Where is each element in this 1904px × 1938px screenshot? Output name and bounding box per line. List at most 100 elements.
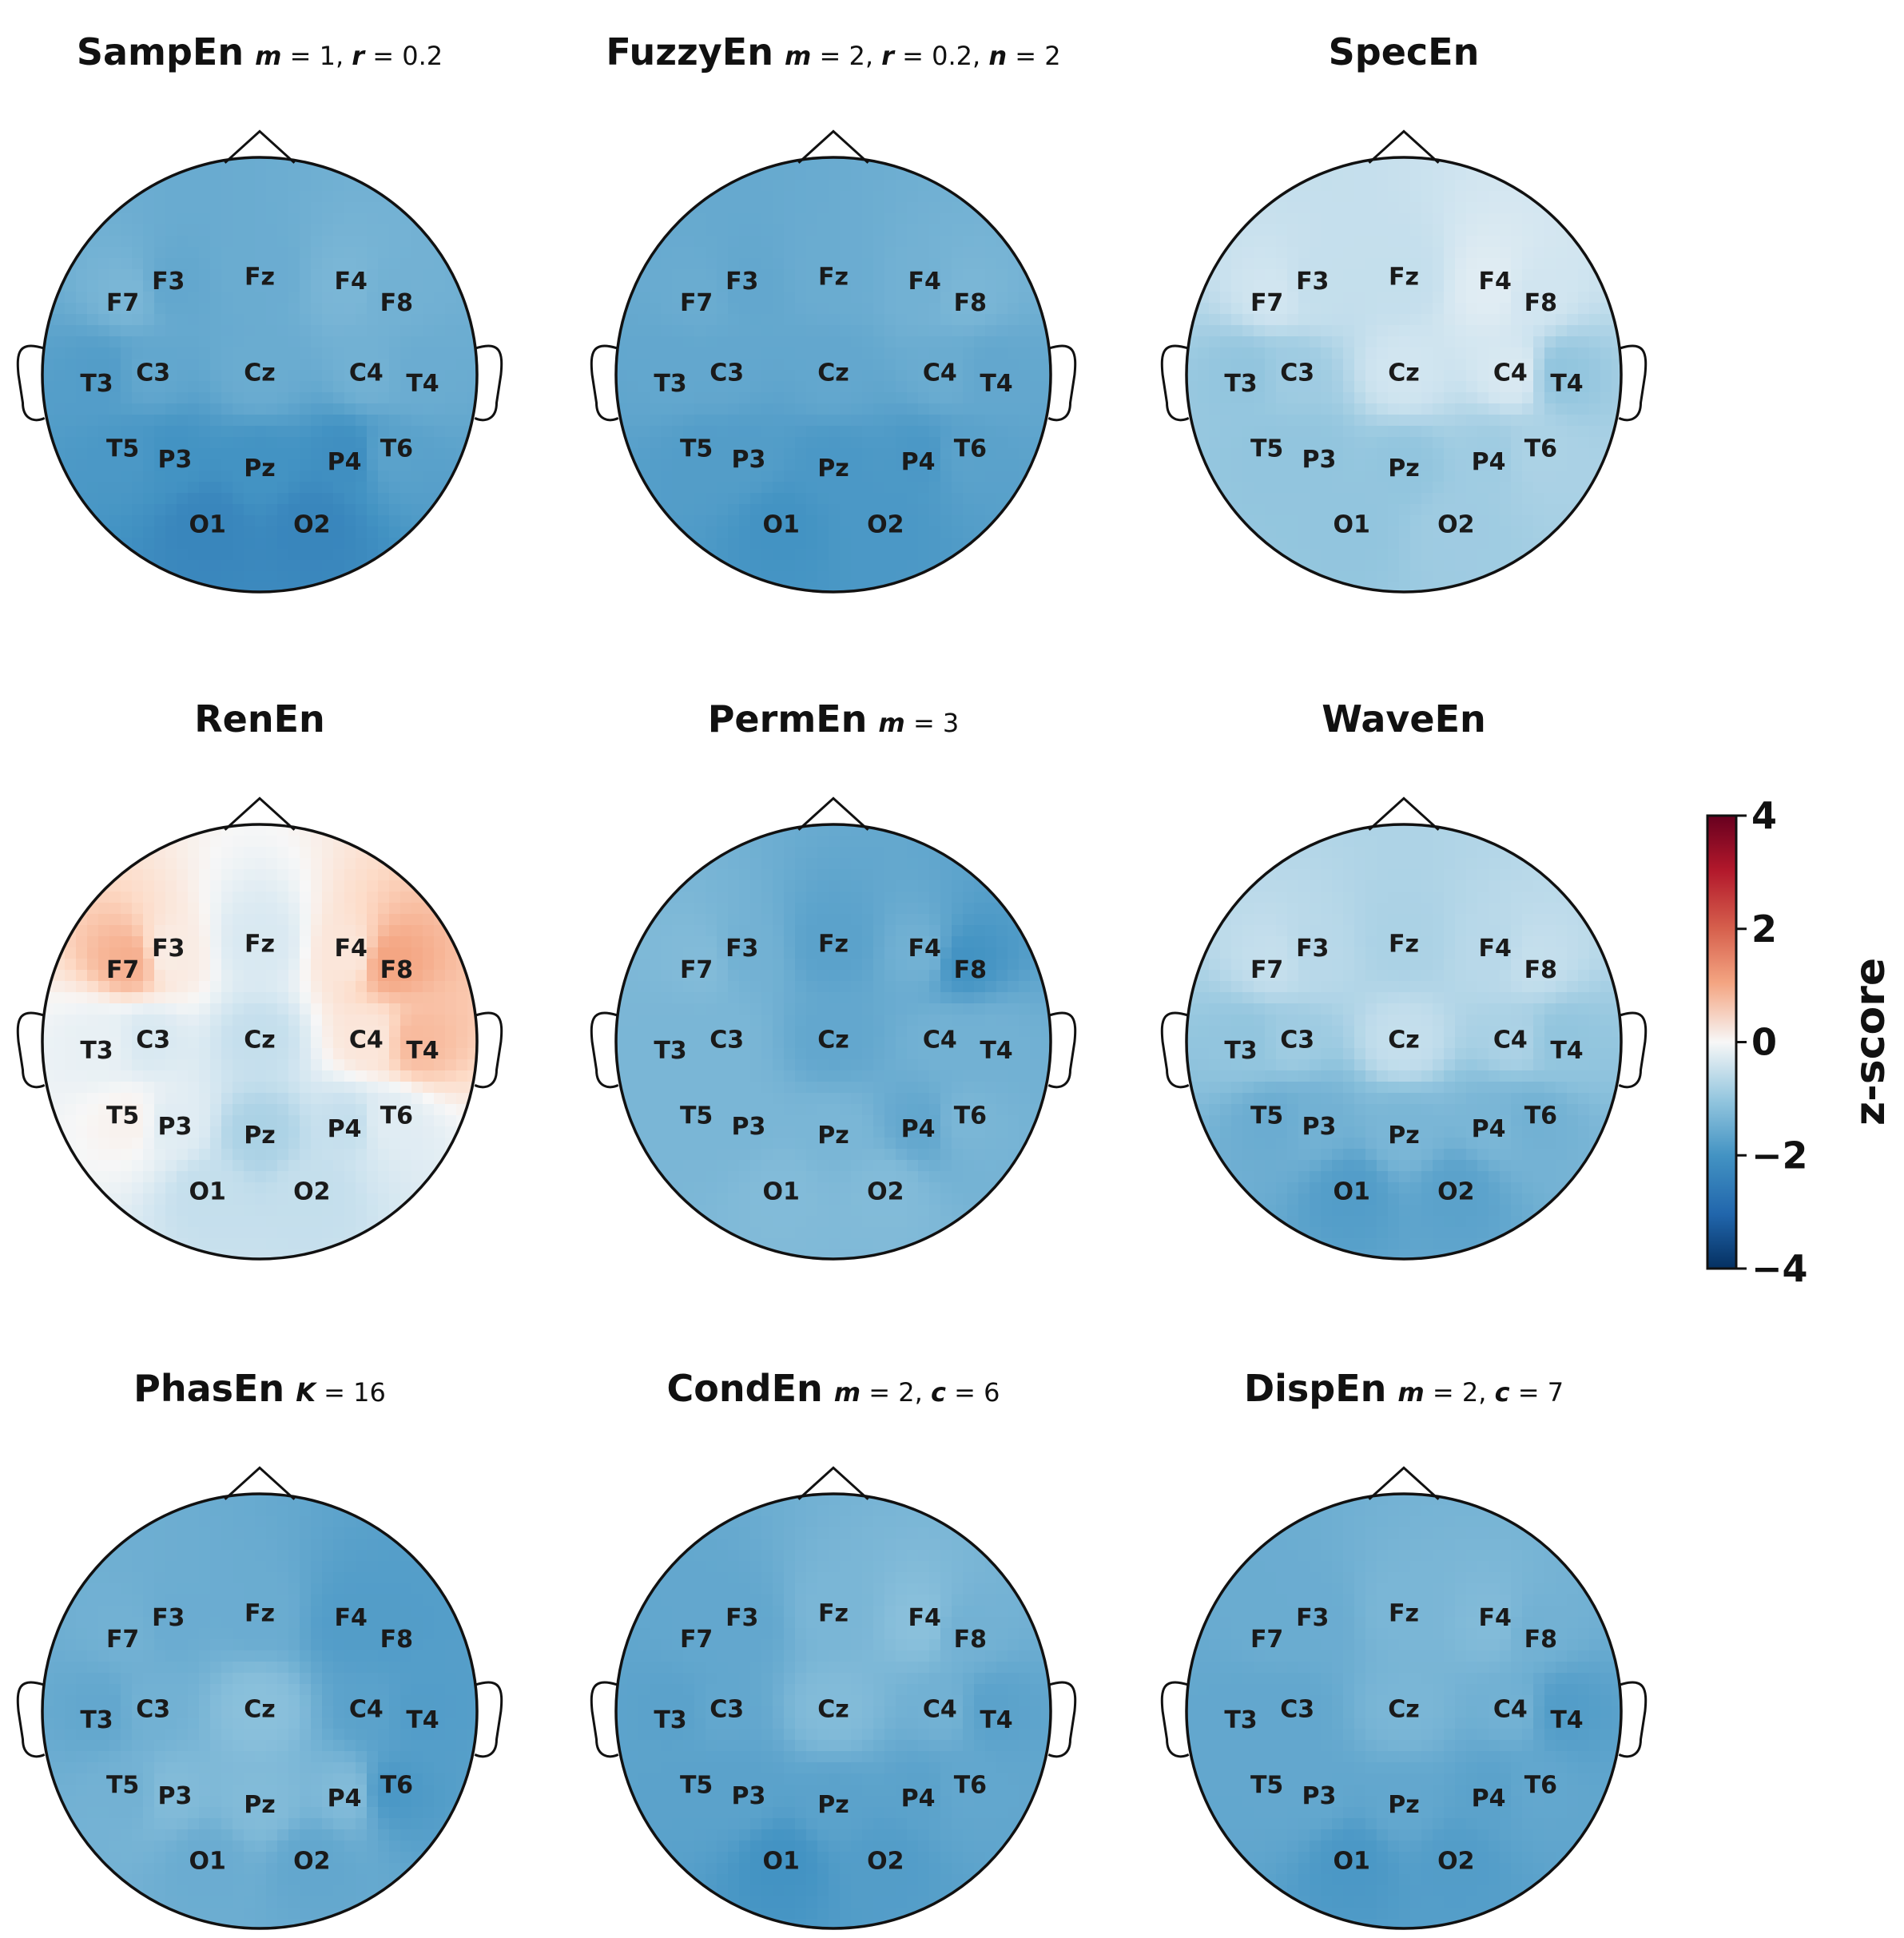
field-cell [1578, 325, 1590, 337]
field-cell [165, 515, 177, 527]
field-cell [694, 493, 706, 505]
field-cell [98, 269, 110, 281]
field-cell [367, 1015, 379, 1027]
field-cell [344, 1104, 356, 1116]
field-cell [165, 1015, 177, 1027]
field-cell [423, 493, 435, 505]
field-cell [311, 1070, 323, 1082]
field-cell [840, 482, 852, 494]
field-cell [434, 314, 446, 326]
field-cell [773, 471, 785, 483]
field-cell [1198, 359, 1210, 371]
field-cell [411, 1059, 423, 1071]
field-cell [795, 392, 807, 404]
field-cell [143, 493, 155, 505]
field-cell [996, 292, 1008, 304]
field-cell [411, 370, 423, 382]
field-cell [199, 880, 211, 892]
field-cell [400, 403, 412, 415]
field-cell [1567, 437, 1579, 449]
field-cell [266, 504, 278, 516]
field-cell [42, 1026, 54, 1038]
field-cell [1354, 448, 1366, 460]
field-cell [199, 538, 211, 550]
field-cell [862, 213, 874, 225]
field-cell [400, 303, 412, 315]
field-cell [761, 325, 773, 337]
field-cell [344, 504, 356, 516]
field-cell [300, 437, 312, 449]
field-cell [277, 515, 289, 527]
field-cell [132, 213, 144, 225]
field-cell [288, 571, 300, 583]
field-cell [188, 415, 200, 427]
field-cell [277, 836, 289, 848]
field-cell [1533, 347, 1545, 359]
field-cell [929, 504, 941, 516]
field-cell [311, 959, 323, 971]
field-cell [829, 269, 841, 281]
field-cell [288, 1205, 300, 1217]
field-cell [188, 1149, 200, 1161]
field-cell [434, 1104, 446, 1116]
field-cell [277, 914, 289, 926]
field-cell [1444, 560, 1456, 572]
field-cell [378, 224, 390, 236]
field-cell [851, 571, 863, 583]
field-cell [1019, 403, 1031, 415]
field-cell [177, 847, 189, 859]
field-cell [1489, 538, 1501, 550]
field-cell [795, 359, 807, 371]
field-cell [873, 538, 885, 550]
field-cell [165, 981, 177, 993]
field-cell [1377, 392, 1389, 404]
field-cell [1544, 247, 1556, 259]
field-cell [761, 448, 773, 460]
field-cell [389, 213, 401, 225]
field-cell [1220, 359, 1232, 371]
field-cell [817, 347, 829, 359]
field-cell [728, 258, 740, 270]
field-cell [322, 459, 334, 471]
field-cell [288, 914, 300, 926]
field-cell [210, 258, 222, 270]
field-cell [378, 892, 390, 903]
field-cell [1321, 292, 1333, 304]
field-cell [985, 493, 997, 505]
electrode-label-c4: C4 [1493, 359, 1528, 387]
field-cell [1612, 381, 1621, 393]
field-cell [907, 202, 919, 214]
field-cell [650, 314, 662, 326]
field-cell [784, 549, 796, 561]
field-cell [1489, 493, 1501, 505]
field-cell [784, 258, 796, 270]
field-cell [1220, 269, 1232, 281]
field-cell [177, 403, 189, 415]
field-cell [1019, 336, 1031, 348]
field-cell [188, 869, 200, 881]
field-cell [1421, 437, 1433, 449]
field-cell [188, 1205, 200, 1217]
field-cell [1433, 292, 1445, 304]
field-cell [829, 493, 841, 505]
field-cell [288, 981, 300, 993]
field-cell [940, 526, 952, 538]
field-cell [773, 336, 785, 348]
field-cell [728, 269, 740, 281]
field-cell [1377, 459, 1389, 471]
field-cell [154, 981, 166, 993]
field-cell [1276, 515, 1288, 527]
field-cell [322, 258, 334, 270]
field-cell [974, 504, 986, 516]
field-cell [233, 959, 244, 971]
field-cell [806, 303, 818, 315]
field-cell [873, 426, 885, 438]
field-cell [1399, 258, 1411, 270]
field-cell [1433, 493, 1445, 505]
field-cell [400, 1093, 412, 1105]
field-cell [1455, 471, 1467, 483]
field-cell [1265, 258, 1277, 270]
field-cell [1410, 504, 1422, 516]
field-cell [277, 1015, 289, 1027]
field-cell [661, 437, 673, 449]
